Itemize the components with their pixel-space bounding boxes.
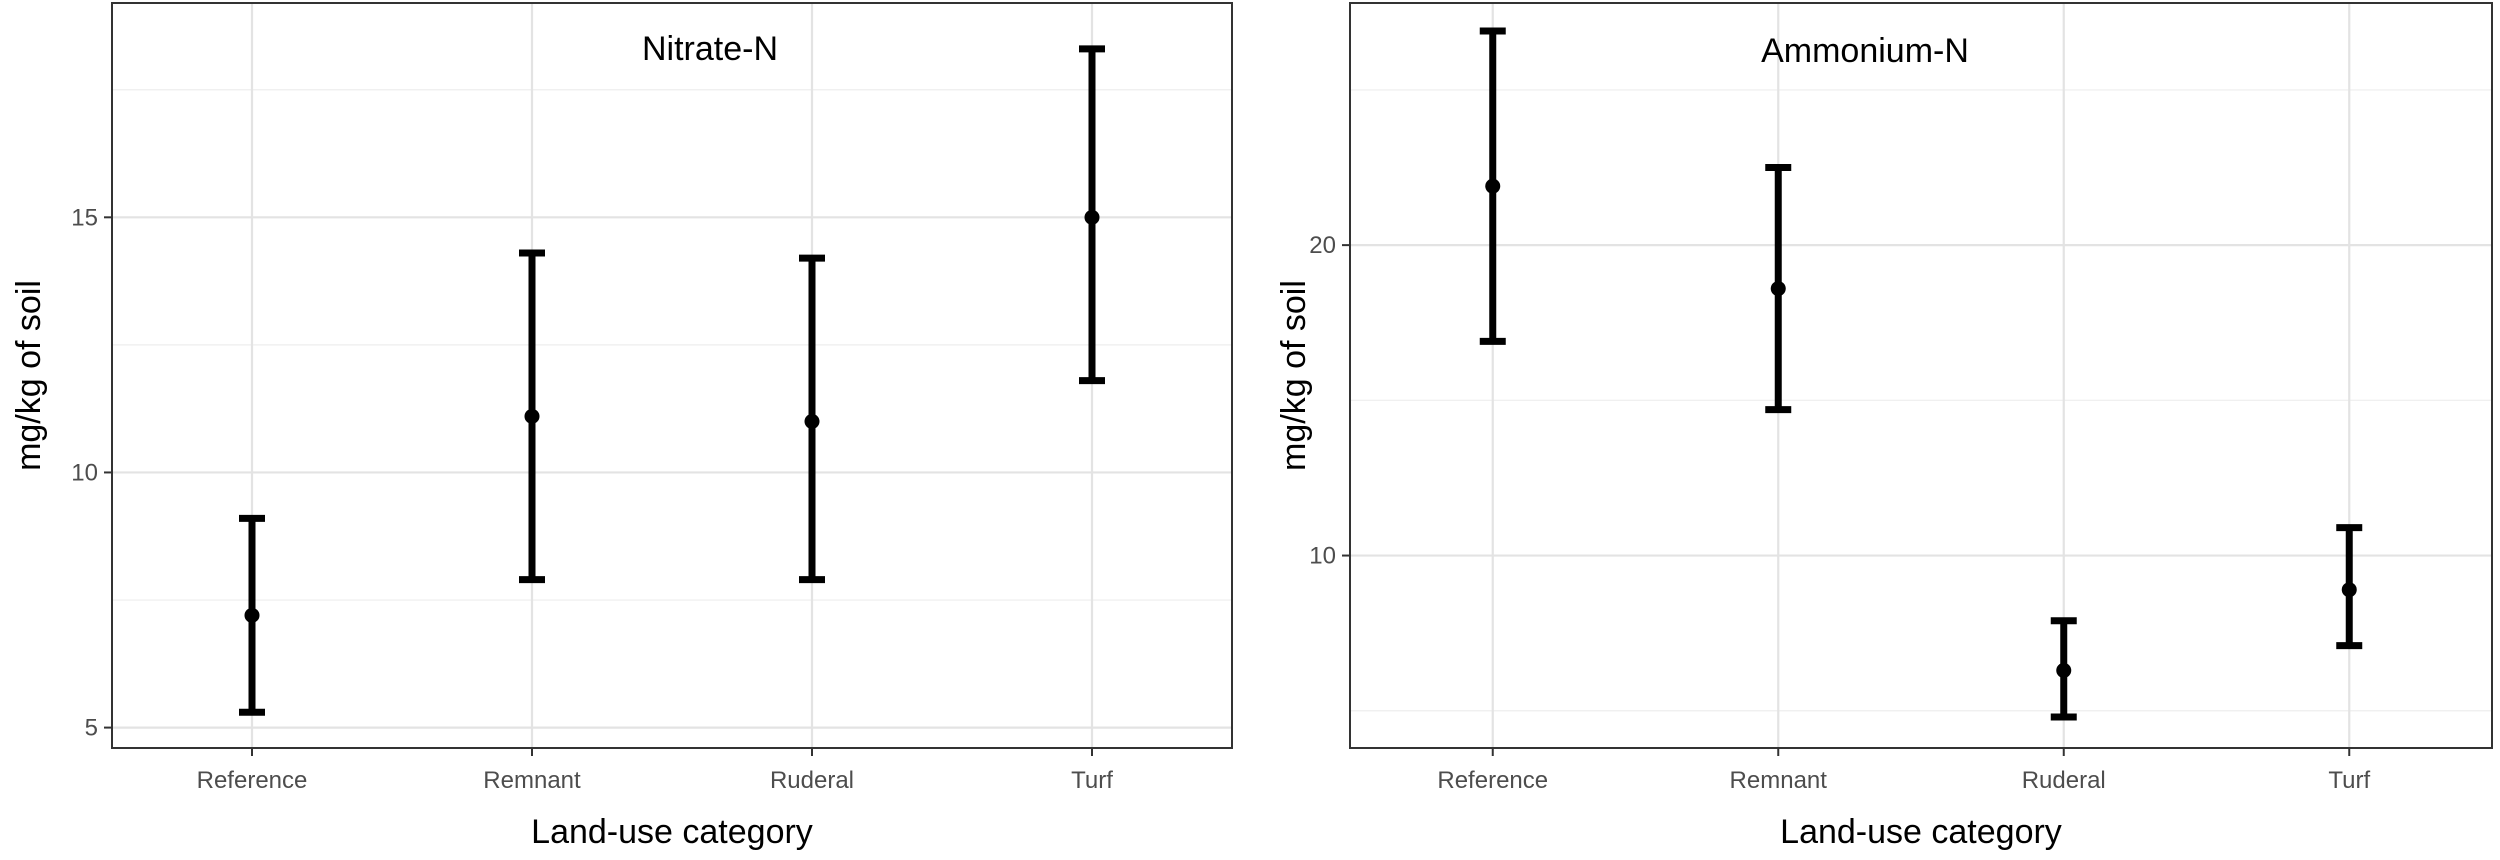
nitrate-point-remnant bbox=[524, 408, 540, 424]
nitrate-panel-border bbox=[111, 2, 1233, 749]
nitrate-grid bbox=[112, 3, 1232, 748]
ammonium-ticks: 10 20 Reference Remnant Ruderal Turf bbox=[1309, 232, 2370, 794]
ammonium-x-tick-label-reference: Reference bbox=[1437, 767, 1548, 794]
ammonium-x-axis-title: Land-use category bbox=[1780, 813, 2062, 851]
ammonium-point-turf bbox=[2341, 582, 2357, 598]
ammonium-panel-border bbox=[1349, 2, 2493, 749]
nitrate-title: Nitrate-N bbox=[642, 30, 778, 68]
nitrate-ticks: 5 10 15 Reference Remnant Ruderal Turf bbox=[71, 204, 1113, 794]
nitrate-x-tick-label-remnant: Remnant bbox=[483, 767, 581, 794]
nitrate-y-tick-label: 15 bbox=[71, 204, 98, 231]
nitrate-point-turf bbox=[1084, 209, 1100, 225]
nitrate-y-tick-label: 10 bbox=[71, 459, 98, 486]
ammonium-marks bbox=[1479, 27, 2363, 721]
nitrate-chart: 5 10 15 Reference Remnant Ruderal Turf Nitrate… bbox=[10, 2, 1233, 851]
ammonium-point-reference bbox=[1485, 178, 1501, 194]
nitrate-x-tick-label-turf: Turf bbox=[1071, 767, 1113, 794]
ammonium-chart: 10 20 Reference Remnant Ruderal Turf Ammonium… bbox=[1275, 2, 2493, 851]
nitrate-point-ruderal bbox=[804, 413, 820, 429]
ammonium-x-tick-label-ruderal: Ruderal bbox=[2022, 767, 2106, 794]
ammonium-y-axis-title: mg/kg of soil bbox=[1275, 280, 1313, 471]
ammonium-y-tick-label: 20 bbox=[1309, 232, 1336, 259]
nitrate-x-axis-title: Land-use category bbox=[531, 813, 813, 851]
nitrate-x-tick-label-reference: Reference bbox=[197, 767, 308, 794]
ammonium-point-remnant bbox=[1770, 281, 1786, 297]
ammonium-point-ruderal bbox=[2056, 662, 2072, 678]
nitrate-y-tick-label: 5 bbox=[85, 715, 98, 742]
ammonium-x-tick-label-turf: Turf bbox=[2328, 767, 2370, 794]
nitrate-point-reference bbox=[244, 607, 260, 623]
nitrate-y-axis-title: mg/kg of soil bbox=[10, 280, 48, 471]
nitrate-x-tick-label-ruderal: Ruderal bbox=[770, 767, 854, 794]
ammonium-y-tick-label: 10 bbox=[1309, 543, 1336, 570]
nitrate-marks bbox=[239, 45, 1105, 716]
ammonium-grid bbox=[1350, 3, 2492, 748]
ammonium-title: Ammonium-N bbox=[1761, 32, 1969, 70]
ammonium-x-tick-label-remnant: Remnant bbox=[1730, 767, 1828, 794]
